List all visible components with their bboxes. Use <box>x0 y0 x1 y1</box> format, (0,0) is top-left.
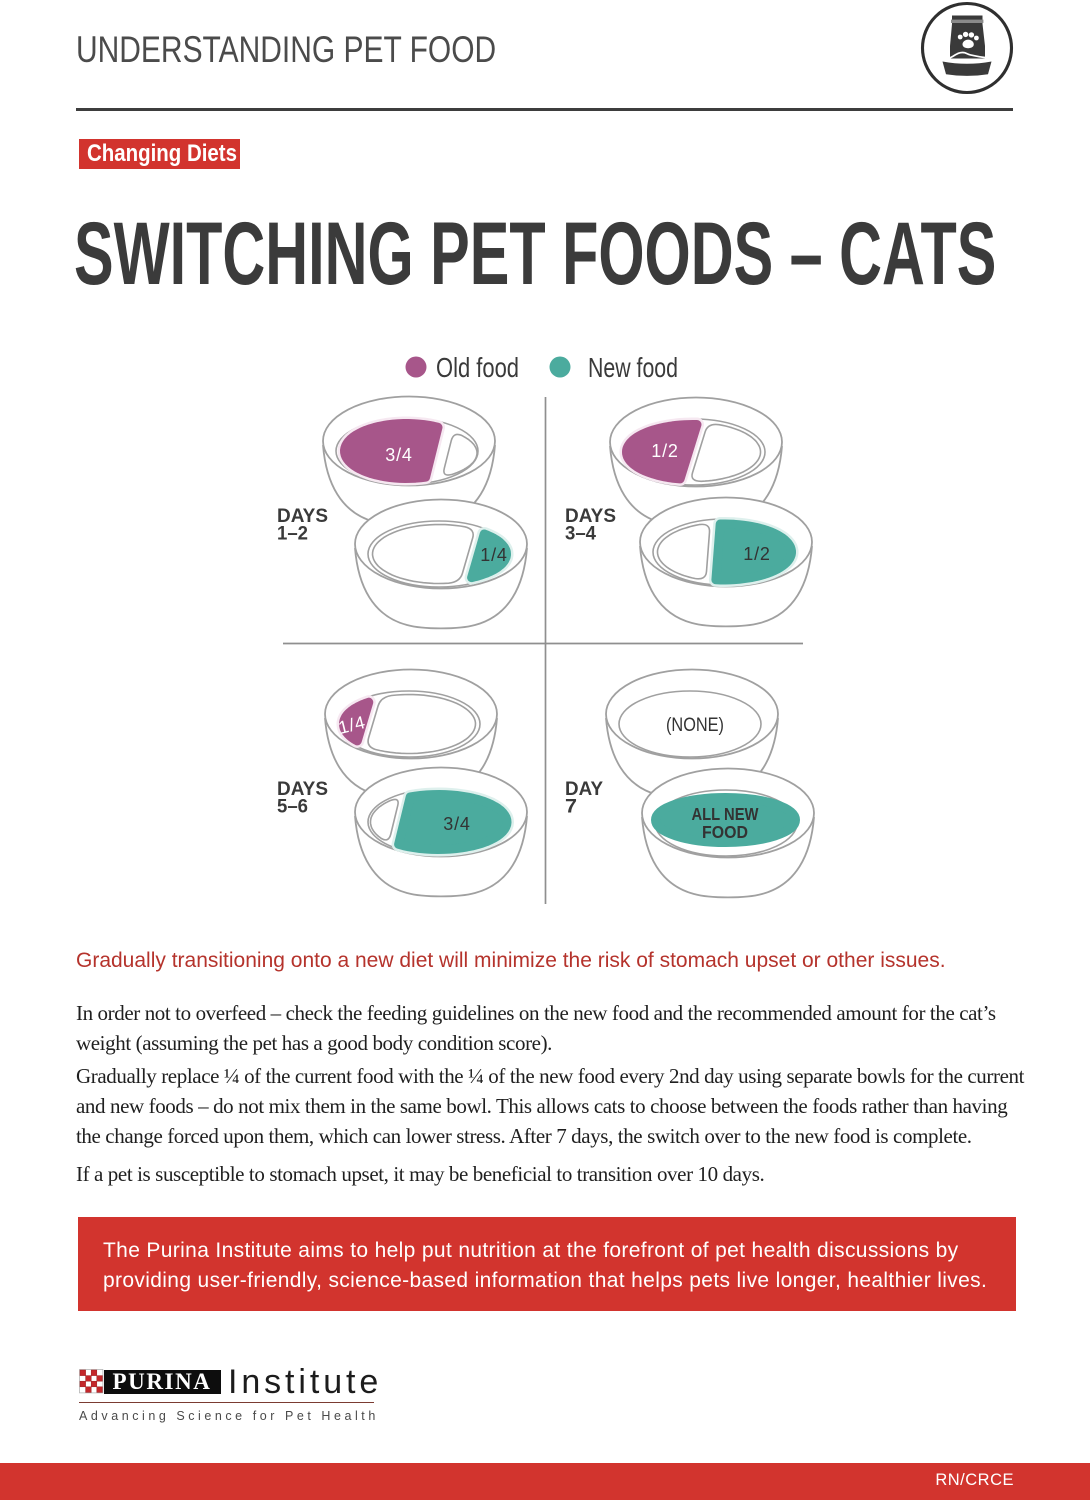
svg-text:1–2: 1–2 <box>277 523 308 545</box>
svg-text:7: 7 <box>565 796 577 818</box>
svg-text:3/4: 3/4 <box>443 814 470 834</box>
svg-text:Old food: Old food <box>436 352 519 383</box>
svg-text:3–4: 3–4 <box>565 523 596 545</box>
svg-text:3/4: 3/4 <box>385 445 412 465</box>
svg-text:DAY: DAY <box>565 778 603 800</box>
svg-text:1/2: 1/2 <box>651 441 678 461</box>
svg-text:DAYS: DAYS <box>277 505 328 527</box>
svg-text:New food: New food <box>588 352 678 383</box>
svg-text:FOOD: FOOD <box>702 822 748 842</box>
svg-text:DAYS: DAYS <box>565 505 616 527</box>
svg-text:1/2: 1/2 <box>743 544 770 564</box>
svg-text:DAYS: DAYS <box>277 778 328 800</box>
svg-text:1/4: 1/4 <box>480 545 507 565</box>
svg-text:5–6: 5–6 <box>277 796 308 818</box>
svg-text:ALL NEW: ALL NEW <box>692 804 759 824</box>
svg-text:(NONE): (NONE) <box>666 715 724 736</box>
